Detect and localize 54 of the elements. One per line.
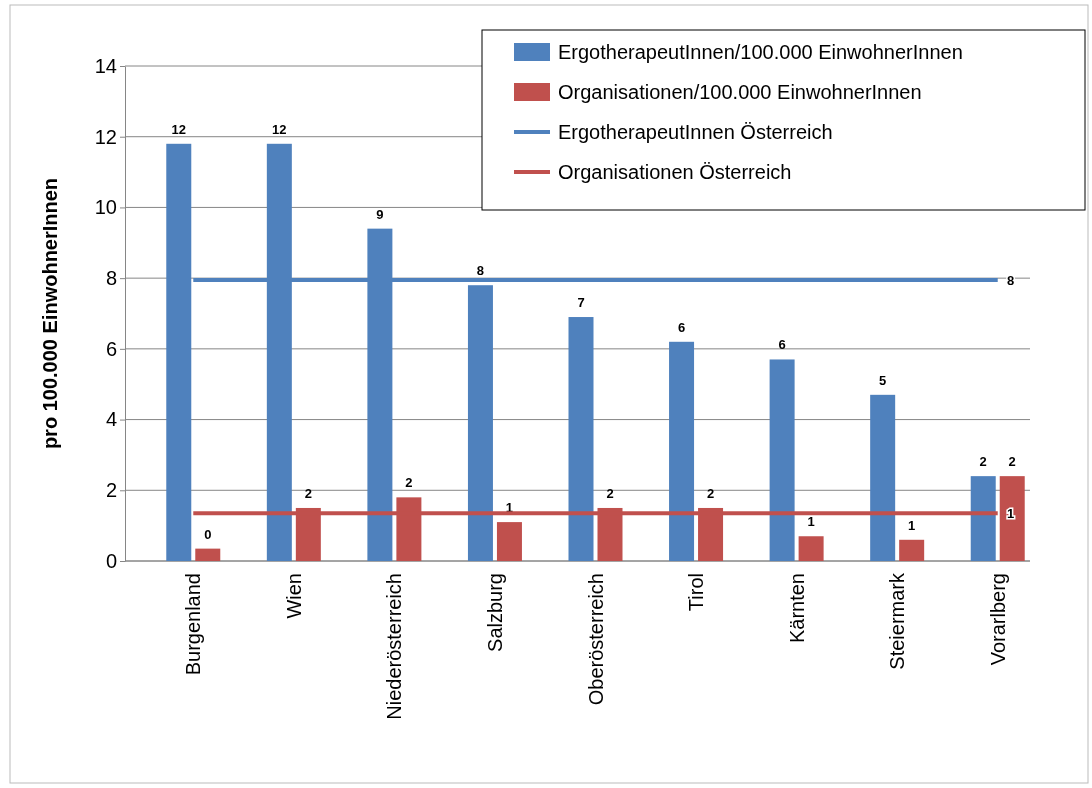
- data-label: 8: [476, 263, 485, 279]
- x-tick-label: Vorarlberg: [986, 573, 1009, 666]
- bar: [798, 536, 824, 561]
- data-label: 0: [204, 526, 212, 542]
- y-axis-title: pro 100.000 EinwohnerInnen: [39, 177, 61, 450]
- y-tick-label: 10: [94, 196, 117, 219]
- data-label: 2: [606, 485, 614, 501]
- data-label: 2: [405, 475, 413, 491]
- data-label: 1: [505, 500, 514, 516]
- y-tick-label: 14: [94, 54, 117, 77]
- x-tick-label: Niederösterreich: [383, 573, 406, 720]
- data-label: 6: [677, 319, 686, 335]
- x-tick-label: Burgenland: [182, 573, 205, 676]
- data-label: 7: [577, 295, 585, 311]
- data-label: 1: [908, 517, 916, 533]
- x-tick-label: Oberösterreich: [584, 573, 607, 706]
- y-tick-label: 6: [105, 337, 117, 360]
- bar: [999, 476, 1025, 561]
- y-tick-label: 12: [94, 125, 117, 148]
- legend-label: Organisationen Österreich: [558, 161, 792, 183]
- data-label: 1: [807, 514, 815, 530]
- data-label: 12: [272, 121, 287, 137]
- data-label: 2: [979, 454, 987, 470]
- bar: [870, 394, 896, 561]
- y-tick-label: 2: [105, 479, 117, 502]
- data-label: 2: [1008, 454, 1016, 470]
- x-tick-label: Steiermark: [886, 572, 909, 670]
- bar: [769, 359, 795, 561]
- data-label: 6: [778, 337, 786, 353]
- data-label: 9: [376, 206, 384, 222]
- data-label: 12: [171, 121, 187, 137]
- legend-label: Organisationen/100.000 EinwohnerInnen: [558, 81, 922, 103]
- legend-label: ErgotherapeutInnen Österreich: [558, 121, 833, 143]
- x-tick-label: Kärnten: [785, 573, 808, 644]
- bar: [195, 548, 221, 561]
- x-tick-label: Wien: [282, 573, 305, 619]
- bar: [899, 539, 925, 561]
- bar: [669, 341, 695, 561]
- bar: [568, 317, 594, 561]
- y-tick-label: 8: [105, 267, 117, 290]
- legend-label: ErgotherapeutInnen/100.000 EinwohnerInnen: [558, 41, 963, 63]
- x-tick-label: Tirol: [685, 573, 708, 612]
- bar: [166, 143, 192, 561]
- x-tick-label: Salzburg: [483, 573, 506, 652]
- y-tick-label: 4: [105, 408, 117, 431]
- data-label: 1: [1007, 506, 1015, 522]
- bar: [496, 522, 522, 561]
- y-tick-label: 0: [105, 549, 117, 572]
- bar: [467, 285, 493, 561]
- data-label: 5: [879, 372, 887, 388]
- data-label: 8: [1007, 272, 1015, 288]
- data-label: 2: [706, 485, 715, 501]
- bar: [970, 476, 996, 561]
- data-label: 2: [304, 485, 312, 501]
